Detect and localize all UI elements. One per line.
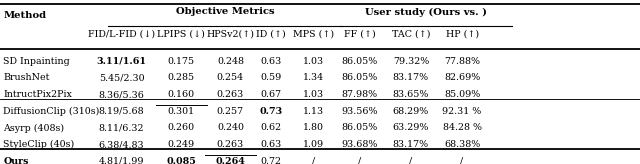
Text: 63.29%: 63.29% bbox=[393, 123, 429, 133]
Text: 83.17%: 83.17% bbox=[393, 140, 429, 149]
Text: /: / bbox=[460, 157, 464, 164]
Text: 0.67: 0.67 bbox=[260, 90, 282, 99]
Text: 0.264: 0.264 bbox=[216, 157, 245, 164]
Text: 79.32%: 79.32% bbox=[393, 57, 429, 66]
Text: 0.301: 0.301 bbox=[168, 107, 195, 116]
Text: LPIPS (↓): LPIPS (↓) bbox=[157, 30, 205, 39]
Text: /: / bbox=[409, 157, 413, 164]
Text: 68.38%: 68.38% bbox=[444, 140, 480, 149]
Text: ID (↑): ID (↑) bbox=[257, 30, 286, 39]
Text: 6.38/4.83: 6.38/4.83 bbox=[99, 140, 145, 149]
Text: 1.09: 1.09 bbox=[303, 140, 324, 149]
Text: 84.28 %: 84.28 % bbox=[443, 123, 481, 133]
Text: 93.56%: 93.56% bbox=[341, 107, 378, 116]
Text: 0.248: 0.248 bbox=[217, 57, 244, 66]
Text: 0.59: 0.59 bbox=[260, 73, 282, 82]
Text: 0.249: 0.249 bbox=[168, 140, 195, 149]
Text: 5.45/2.30: 5.45/2.30 bbox=[99, 73, 145, 82]
Text: DiffusionClip (310s): DiffusionClip (310s) bbox=[3, 107, 100, 116]
Text: 68.29%: 68.29% bbox=[393, 107, 429, 116]
Text: 87.98%: 87.98% bbox=[342, 90, 378, 99]
Text: 83.65%: 83.65% bbox=[393, 90, 429, 99]
Text: 0.285: 0.285 bbox=[168, 73, 195, 82]
Text: 0.63: 0.63 bbox=[260, 140, 282, 149]
Text: 8.19/5.68: 8.19/5.68 bbox=[99, 107, 145, 116]
Text: 86.05%: 86.05% bbox=[342, 73, 378, 82]
Text: 0.240: 0.240 bbox=[217, 123, 244, 133]
Text: 86.05%: 86.05% bbox=[342, 123, 378, 133]
Text: Ours: Ours bbox=[3, 157, 29, 164]
Text: MPS (↑): MPS (↑) bbox=[293, 30, 334, 39]
Text: 1.13: 1.13 bbox=[303, 107, 324, 116]
Text: Method: Method bbox=[3, 11, 46, 20]
Text: 0.257: 0.257 bbox=[217, 107, 244, 116]
Text: Objective Metrics: Objective Metrics bbox=[175, 7, 275, 16]
Text: HP (↑): HP (↑) bbox=[445, 30, 479, 39]
Text: StyleClip (40s): StyleClip (40s) bbox=[3, 140, 74, 149]
Text: FID/L-FID (↓): FID/L-FID (↓) bbox=[88, 30, 155, 39]
Text: Asyrp (408s): Asyrp (408s) bbox=[3, 123, 65, 133]
Text: 83.17%: 83.17% bbox=[393, 73, 429, 82]
Text: IntructPix2Pix: IntructPix2Pix bbox=[3, 90, 72, 99]
Text: BrushNet: BrushNet bbox=[3, 73, 49, 82]
Text: 82.69%: 82.69% bbox=[444, 73, 480, 82]
Text: 0.175: 0.175 bbox=[168, 57, 195, 66]
Text: 1.03: 1.03 bbox=[303, 90, 324, 99]
Text: 0.085: 0.085 bbox=[166, 157, 196, 164]
Text: 0.254: 0.254 bbox=[217, 73, 244, 82]
Text: 0.72: 0.72 bbox=[261, 157, 282, 164]
Text: FF (↑): FF (↑) bbox=[344, 30, 376, 39]
Text: 8.11/6.32: 8.11/6.32 bbox=[99, 123, 145, 133]
Text: 0.73: 0.73 bbox=[260, 107, 283, 116]
Text: 92.31 %: 92.31 % bbox=[442, 107, 482, 116]
Text: 0.62: 0.62 bbox=[260, 123, 282, 133]
Text: 85.09%: 85.09% bbox=[444, 90, 480, 99]
Text: SD Inpainting: SD Inpainting bbox=[3, 57, 70, 66]
Text: 1.34: 1.34 bbox=[303, 73, 324, 82]
Text: 0.260: 0.260 bbox=[168, 123, 195, 133]
Text: 8.36/5.36: 8.36/5.36 bbox=[99, 90, 145, 99]
Text: 0.63: 0.63 bbox=[260, 57, 282, 66]
Text: TAC (↑): TAC (↑) bbox=[392, 30, 430, 39]
Text: 0.263: 0.263 bbox=[217, 140, 244, 149]
Text: 86.05%: 86.05% bbox=[342, 57, 378, 66]
Text: 77.88%: 77.88% bbox=[444, 57, 480, 66]
Text: 1.03: 1.03 bbox=[303, 57, 324, 66]
Text: /: / bbox=[358, 157, 362, 164]
Text: HPSv2(↑): HPSv2(↑) bbox=[206, 30, 254, 39]
Text: 0.263: 0.263 bbox=[217, 90, 244, 99]
Text: 3.11/1.61: 3.11/1.61 bbox=[97, 57, 147, 66]
Text: /: / bbox=[312, 157, 316, 164]
Text: 0.160: 0.160 bbox=[168, 90, 195, 99]
Text: 93.68%: 93.68% bbox=[342, 140, 378, 149]
Text: User study (Ours vs. ): User study (Ours vs. ) bbox=[365, 7, 487, 17]
Text: 1.80: 1.80 bbox=[303, 123, 324, 133]
Text: 4.81/1.99: 4.81/1.99 bbox=[99, 157, 145, 164]
